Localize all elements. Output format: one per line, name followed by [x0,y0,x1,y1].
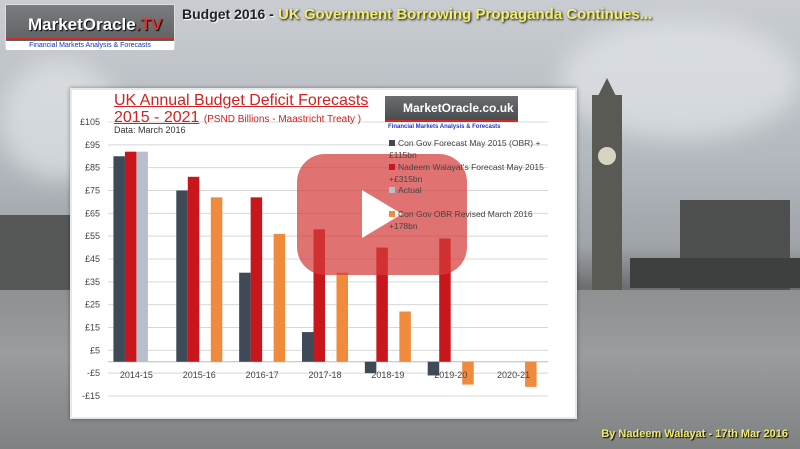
x-tick-label: 2016-17 [246,370,279,380]
bar-2018-19-series-4 [399,311,411,362]
x-tick-label: 2014-15 [120,370,153,380]
y-tick-label: £75 [85,186,100,196]
y-tick-label: £25 [85,300,100,310]
marketoracle-tv-logo[interactable]: MarketOracle.TV Financial Markets Analys… [5,4,175,50]
big-ben-clock [598,147,616,165]
legend-item-obr-revised: Con Gov OBR Revised March 2016 +178bn [389,209,533,231]
westminster-bridge [630,258,800,288]
bar-2018-19-series-2 [376,247,388,362]
bar-2016-17-series-4 [273,233,286,362]
bar-2019-20-series-1 [427,361,440,376]
bar-2016-17-series-2 [250,197,263,362]
legend-item-con-gov: Con Gov Forecast May 2015 (OBR) +£115bn [389,138,541,160]
bar-2014-15-series-3 [136,151,148,362]
x-tick-label: 2015-16 [183,370,216,380]
y-tick-label: £15 [85,323,100,333]
bar-2017-18-series-1 [302,332,314,362]
parliament-building-left [0,215,70,295]
video-title: Budget 2016 - UK Government Borrowing Pr… [182,6,653,23]
y-tick-label: -£5 [87,368,100,378]
legend-item-actual: Actual [389,184,549,196]
bar-2018-19-series-1 [364,361,377,374]
y-tick-label: £65 [85,208,100,218]
bar-2014-15-series-2 [124,151,137,362]
y-tick-label: £105 [80,117,100,127]
x-tick-label: 2020-21 [497,370,530,380]
bar-2015-16-series-4 [210,197,223,362]
y-tick-label: £95 [85,140,100,150]
chart-note: Data: March 2016 [114,125,186,135]
bar-2015-16-series-2 [187,176,200,362]
chart-subtitle: (PSND Billions - Maastricht Treaty ) [203,114,362,125]
logo-text: MarketOracle.TV [28,15,163,34]
chart-title: UK Annual Budget Deficit Forecasts 2015 -… [114,92,369,126]
y-tick-label: £55 [85,231,100,241]
play-icon[interactable] [362,190,402,238]
byline: By Nadeem Walayat - 17th Mar 2016 [601,428,788,440]
bar-2017-18-series-4 [336,272,348,362]
x-tick-label: 2019-20 [434,370,467,380]
logo-tagline: Financial Markets Analysis & Forecasts [6,41,174,50]
bar-2019-20-series-4 [462,361,474,385]
bar-2015-16-series-1 [176,190,188,362]
bar-2017-18-series-2 [313,229,325,362]
y-tick-label: £5 [90,345,100,355]
y-tick-label: £85 [85,163,100,173]
bar-2020-21-series-4 [525,361,537,387]
bar-2014-15-series-1 [113,156,125,362]
y-tick-label: -£15 [82,391,100,401]
marketoracle-chart-logo: MarketOracle.co.uk [385,96,518,122]
bar-2019-20-series-2 [439,238,451,362]
y-tick-label: £45 [85,254,100,264]
bar-2016-17-series-1 [239,272,251,362]
x-tick-label: 2017-18 [308,370,341,380]
y-tick-label: £35 [85,277,100,287]
legend-item-nadeem: Nadeem Walayat's Forecast May 2015 +£315… [389,162,544,184]
big-ben-tower [592,95,622,295]
chart-logo-tagline: Financial Markets Analysis & Forecasts [388,124,501,130]
x-tick-label: 2018-19 [371,370,404,380]
